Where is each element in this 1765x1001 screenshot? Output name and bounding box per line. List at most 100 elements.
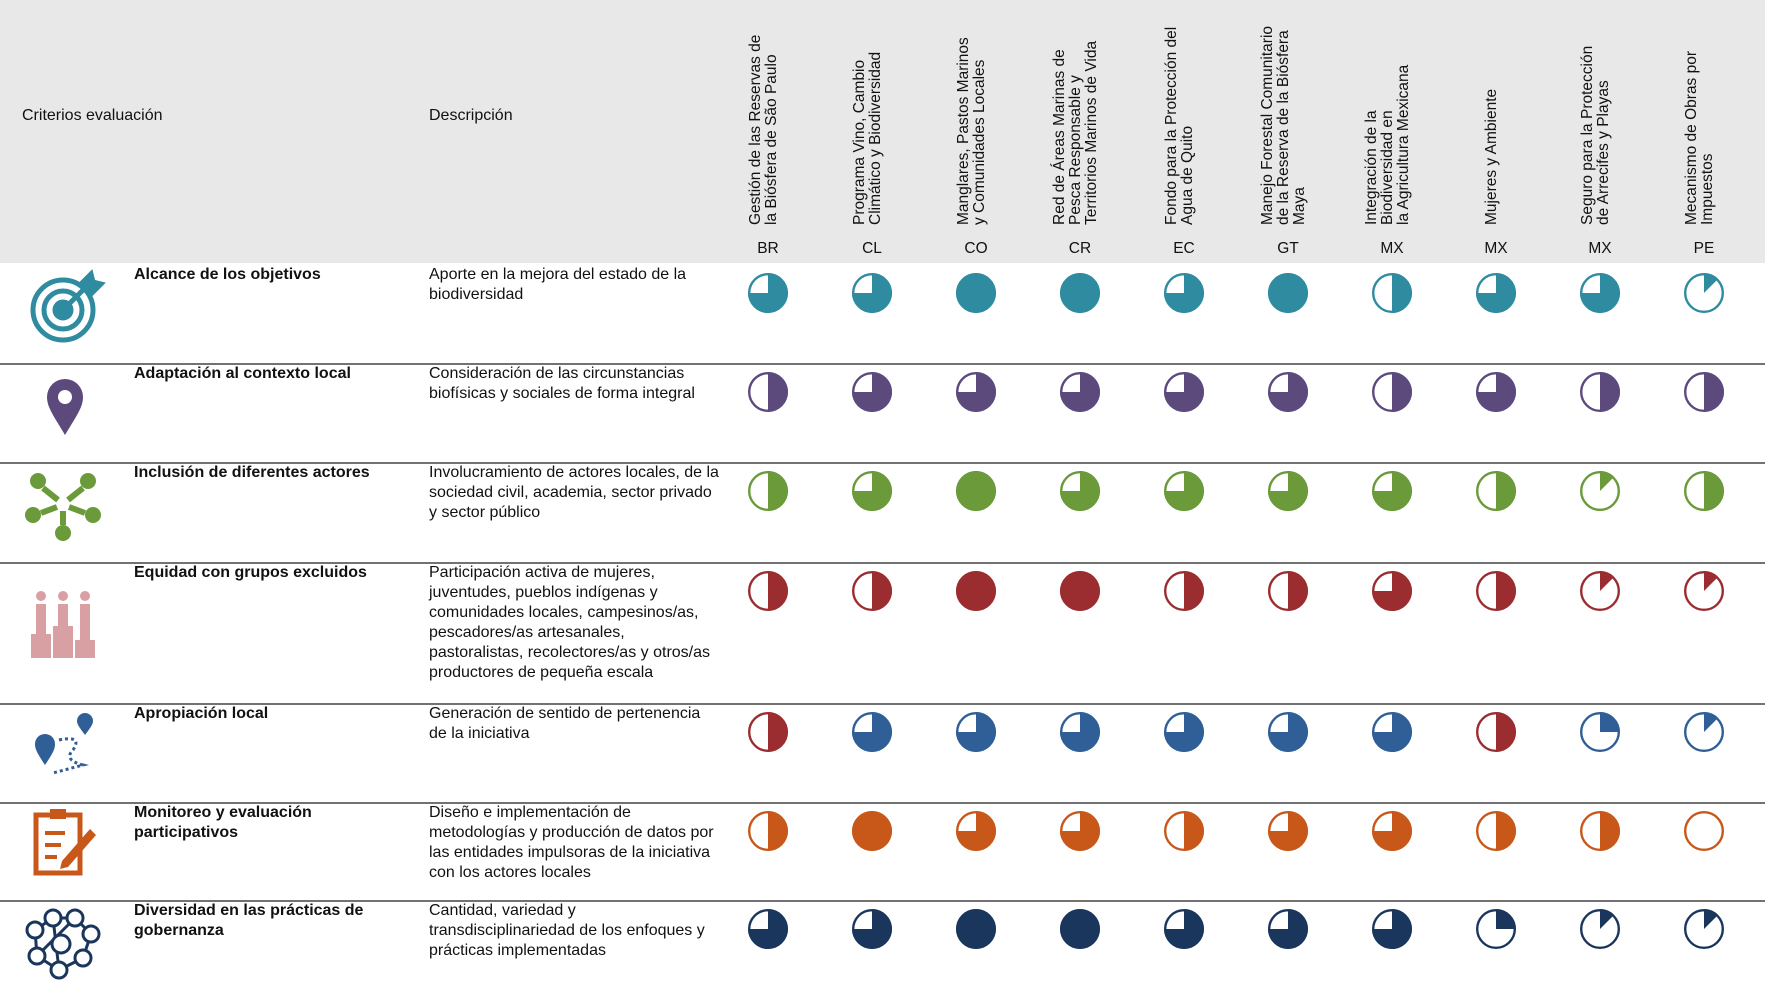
- initiative-name-line: y Comunidades Locales: [971, 59, 988, 225]
- harvey-ball: [1580, 273, 1620, 313]
- icon-network: [25, 908, 101, 980]
- initiative-name-line: Gestión de las Reservas de: [747, 35, 764, 225]
- harvey-ball: [852, 909, 892, 949]
- criterion: Equidad con grupos excluidos: [134, 564, 367, 581]
- harvey-ball: [768, 712, 788, 752]
- harvey-ball: [1496, 811, 1516, 851]
- harvey-ball: [768, 811, 788, 851]
- harvey-ball: [1288, 571, 1308, 611]
- harvey-ball: [1268, 909, 1308, 949]
- harvey-ball: [1060, 571, 1100, 611]
- harvey-ball: [1372, 471, 1412, 511]
- initiative-name-line: de la Reserva de la Biósfera: [1275, 30, 1292, 225]
- initiative-name: Red de Áreas Marinas dePesca Responsable…: [1051, 41, 1100, 225]
- harvey-ball: [1268, 372, 1308, 412]
- harvey-ball: [1392, 273, 1412, 313]
- harvey-ball: [1372, 909, 1412, 949]
- criterion: Monitoreo y evaluación participativos: [134, 804, 312, 841]
- initiative-name-line: Mecanismo de Obras por: [1683, 51, 1700, 225]
- harvey-ball: [1060, 471, 1100, 511]
- criterion: Apropiación local: [134, 705, 269, 722]
- harvey-ball: [1600, 471, 1615, 491]
- harvey-ball: [1704, 571, 1719, 591]
- harvey-ball: [1496, 471, 1516, 511]
- initiative-name-line: Climático y Biodiversidad: [867, 52, 884, 225]
- harvey-ball: [1600, 571, 1615, 591]
- initiative-name: Mecanismo de Obras porImpuestos: [1683, 51, 1716, 225]
- initiative-name-line: Manglares, Pastos Marinos: [955, 37, 972, 225]
- harvey-ball-outline: [1683, 811, 1724, 852]
- harvey-ball: [852, 471, 892, 511]
- harvey-ball: [1164, 909, 1204, 949]
- harvey-ball: [1372, 811, 1412, 851]
- country-code: BR: [757, 240, 779, 257]
- description: Consideración de las circunstancias biof…: [429, 365, 695, 402]
- harvey-ball: [1164, 372, 1204, 412]
- initiative-name: Manglares, Pastos Marinosy Comunidades L…: [955, 37, 988, 225]
- country-code: MX: [1588, 240, 1612, 257]
- harvey-ball: [956, 372, 996, 412]
- initiative-name-line: Pesca Responsable y: [1067, 75, 1084, 225]
- icon-hands: [25, 473, 101, 541]
- harvey-ball: [1184, 571, 1204, 611]
- harvey-ball: [1060, 811, 1100, 851]
- harvey-ball: [1268, 273, 1308, 313]
- harvey-ball: [1268, 712, 1308, 752]
- icon-pin: [47, 379, 83, 435]
- initiative-name-line: Mujeres y Ambiente: [1483, 89, 1500, 225]
- harvey-ball: [956, 712, 996, 752]
- harvey-ball: [1704, 909, 1719, 929]
- country-code: GT: [1277, 240, 1299, 257]
- country-code: CL: [862, 240, 882, 257]
- country-code: MX: [1380, 240, 1404, 257]
- harvey-ball: [768, 471, 788, 511]
- country-code: CO: [964, 240, 987, 257]
- harvey-ball: [1704, 372, 1724, 412]
- harvey-ball: [1704, 471, 1724, 511]
- description: Participación activa de mujeres, juventu…: [429, 564, 711, 681]
- initiative-name: Manejo Forestal Comunitariode la Reserva…: [1259, 26, 1308, 225]
- harvey-ball: [1060, 909, 1100, 949]
- initiative-name-line: Agua de Quito: [1179, 126, 1196, 225]
- icon-route: [35, 713, 93, 775]
- harvey-ball: [768, 571, 788, 611]
- country-code: PE: [1694, 240, 1715, 257]
- country-code: CR: [1069, 240, 1091, 257]
- harvey-ball: [1600, 372, 1620, 412]
- initiative-name: Integración de laBiodiversidad enla Agri…: [1363, 64, 1412, 225]
- initiative-name: Fondo para la Protección delAgua de Quit…: [1163, 27, 1196, 225]
- harvey-ball: [1496, 712, 1516, 752]
- description: Aporte en la mejora del estado de la bio…: [429, 266, 687, 303]
- harvey-ball: [1164, 712, 1204, 752]
- harvey-ball: [956, 909, 996, 949]
- harvey-ball: [956, 273, 996, 313]
- harvey-ball: [1496, 909, 1516, 929]
- harvey-ball: [748, 273, 788, 313]
- harvey-ball: [1164, 273, 1204, 313]
- initiative-name: Mujeres y Ambiente: [1483, 89, 1500, 225]
- initiative-name-line: Red de Áreas Marinas de: [1051, 49, 1068, 225]
- icon-clipboard: [33, 809, 96, 876]
- harvey-ball: [1060, 273, 1100, 313]
- initiative-name-line: Fondo para la Protección del: [1163, 27, 1180, 225]
- initiative-name-line: Manejo Forestal Comunitario: [1259, 26, 1276, 225]
- harvey-ball: [852, 712, 892, 752]
- harvey-ball: [1164, 471, 1204, 511]
- harvey-ball: [1268, 811, 1308, 851]
- initiative-name-line: la Agricultura Mexicana: [1395, 64, 1412, 225]
- harvey-ball: [1496, 571, 1516, 611]
- harvey-ball: [1600, 712, 1620, 732]
- harvey-ball: [1476, 372, 1516, 412]
- criterion: Diversidad en las prácticas de gobernanz…: [134, 902, 364, 939]
- initiative-name-line: Maya: [1291, 187, 1308, 225]
- description: Cantidad, variedad y transdisciplinaried…: [429, 902, 705, 959]
- harvey-ball: [768, 372, 788, 412]
- initiative-name-line: la Biósfera de São Paulo: [763, 54, 780, 225]
- icon-target: [30, 269, 106, 343]
- harvey-ball: [1268, 471, 1308, 511]
- country-code: MX: [1484, 240, 1508, 257]
- harvey-ball: [956, 471, 996, 511]
- description: Generación de sentido de pertenencia de …: [429, 705, 701, 742]
